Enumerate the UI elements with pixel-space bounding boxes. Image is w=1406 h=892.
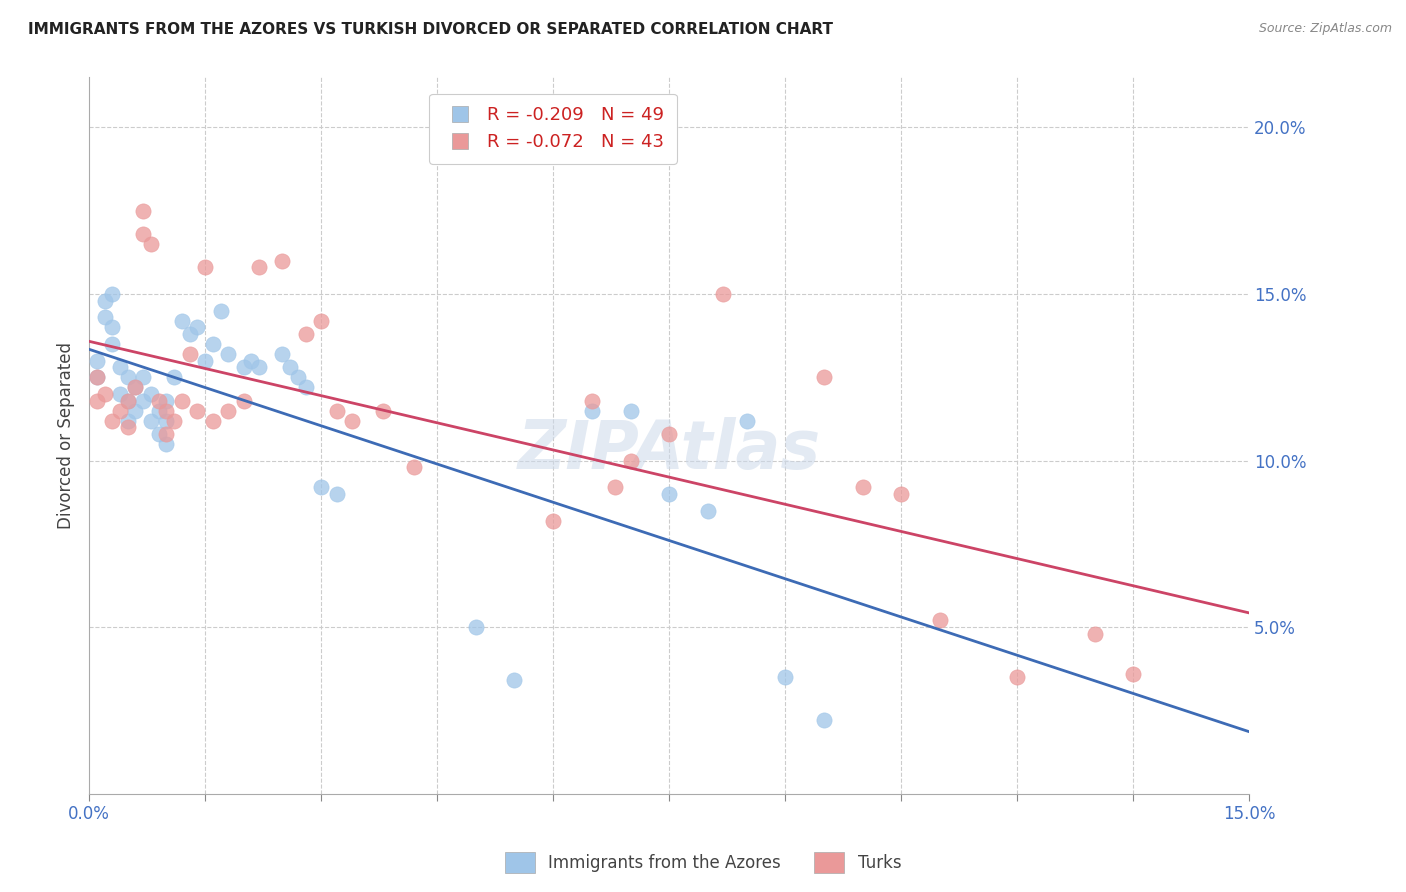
Point xyxy=(186,320,208,334)
Point xyxy=(201,413,224,427)
Point xyxy=(101,337,124,351)
Point xyxy=(696,503,718,517)
Point xyxy=(711,287,734,301)
Point xyxy=(170,313,193,327)
Point xyxy=(309,313,332,327)
Point xyxy=(124,380,146,394)
Point xyxy=(503,673,526,688)
Point xyxy=(117,393,139,408)
Point xyxy=(93,387,115,401)
Point xyxy=(86,370,108,384)
Point xyxy=(209,303,232,318)
Point xyxy=(1005,670,1028,684)
Point xyxy=(232,393,254,408)
Point xyxy=(619,403,641,417)
Point xyxy=(217,347,239,361)
Point xyxy=(658,487,681,501)
Point xyxy=(132,203,155,218)
Point xyxy=(139,387,162,401)
Point xyxy=(163,413,186,427)
Point xyxy=(148,426,170,441)
Point xyxy=(108,403,131,417)
Point xyxy=(132,393,155,408)
Point xyxy=(101,413,124,427)
Point xyxy=(232,360,254,375)
Point xyxy=(155,413,177,427)
Point xyxy=(155,426,177,441)
Point xyxy=(117,370,139,384)
Point xyxy=(813,370,835,384)
Point xyxy=(773,670,796,684)
Point xyxy=(148,393,170,408)
Point xyxy=(201,337,224,351)
Point xyxy=(108,387,131,401)
Point xyxy=(155,393,177,408)
Point xyxy=(928,614,950,628)
Point xyxy=(163,370,186,384)
Point xyxy=(179,347,201,361)
Point xyxy=(581,393,603,408)
Point xyxy=(124,380,146,394)
Point xyxy=(139,413,162,427)
Point xyxy=(124,403,146,417)
Text: Source: ZipAtlas.com: Source: ZipAtlas.com xyxy=(1258,22,1392,36)
Point xyxy=(813,714,835,728)
Point xyxy=(93,293,115,308)
Point xyxy=(101,287,124,301)
Point xyxy=(101,320,124,334)
Point xyxy=(86,353,108,368)
Point xyxy=(132,227,155,241)
Point xyxy=(464,620,486,634)
Point xyxy=(217,403,239,417)
Point xyxy=(247,260,270,275)
Point xyxy=(890,487,912,501)
Point xyxy=(1122,666,1144,681)
Point xyxy=(658,426,681,441)
Point xyxy=(325,403,347,417)
Point xyxy=(294,326,316,341)
Point xyxy=(541,514,564,528)
Point xyxy=(186,403,208,417)
Point xyxy=(155,403,177,417)
Point xyxy=(108,360,131,375)
Point xyxy=(179,326,201,341)
Point xyxy=(371,403,394,417)
Text: IMMIGRANTS FROM THE AZORES VS TURKISH DIVORCED OR SEPARATED CORRELATION CHART: IMMIGRANTS FROM THE AZORES VS TURKISH DI… xyxy=(28,22,834,37)
Point xyxy=(117,393,139,408)
Point xyxy=(132,370,155,384)
Point xyxy=(1084,627,1107,641)
Point xyxy=(271,347,294,361)
Point xyxy=(619,453,641,467)
Point xyxy=(93,310,115,325)
Point xyxy=(402,460,425,475)
Legend: Immigrants from the Azores, Turks: Immigrants from the Azores, Turks xyxy=(498,846,908,880)
Point xyxy=(247,360,270,375)
Point xyxy=(294,380,316,394)
Point xyxy=(155,437,177,451)
Point xyxy=(340,413,363,427)
Point xyxy=(278,360,301,375)
Point xyxy=(851,480,873,494)
Point xyxy=(735,413,758,427)
Point xyxy=(170,393,193,408)
Y-axis label: Divorced or Separated: Divorced or Separated xyxy=(58,342,75,529)
Point xyxy=(117,413,139,427)
Point xyxy=(139,237,162,252)
Point xyxy=(194,260,217,275)
Point xyxy=(271,253,294,268)
Point xyxy=(86,393,108,408)
Point xyxy=(86,370,108,384)
Point xyxy=(240,353,263,368)
Legend: R = -0.209   N = 49, R = -0.072   N = 43: R = -0.209 N = 49, R = -0.072 N = 43 xyxy=(429,94,676,164)
Point xyxy=(117,420,139,434)
Point xyxy=(287,370,309,384)
Text: ZIPAtlas: ZIPAtlas xyxy=(517,417,821,483)
Point xyxy=(325,487,347,501)
Point xyxy=(581,403,603,417)
Point xyxy=(194,353,217,368)
Point xyxy=(148,403,170,417)
Point xyxy=(309,480,332,494)
Point xyxy=(603,480,626,494)
